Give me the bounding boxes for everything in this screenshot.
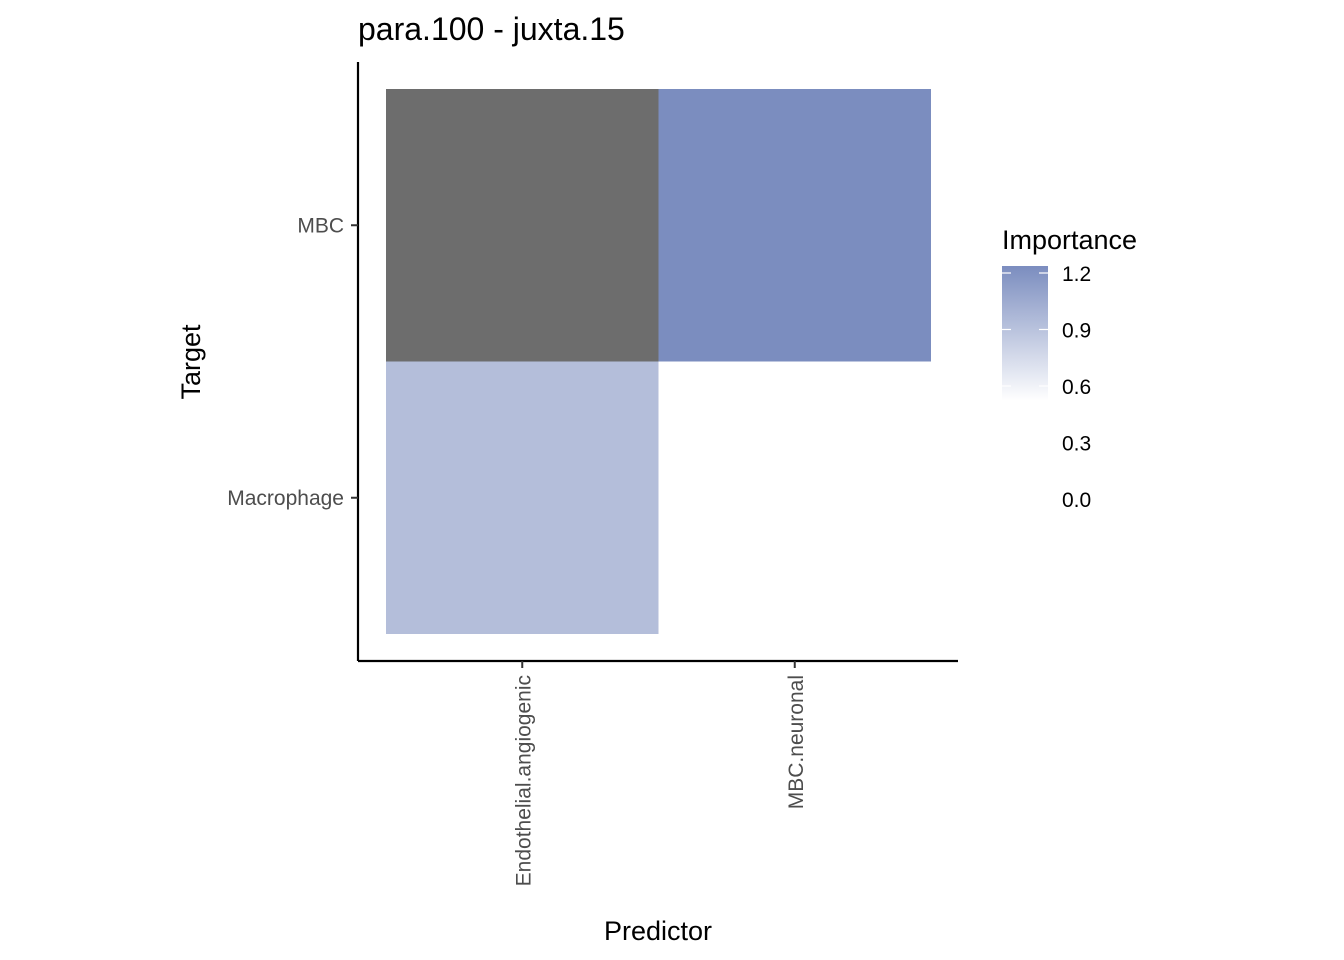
legend: Importance 1.2 0.9 0.6 0.3 0.0	[1002, 225, 1137, 512]
y-axis-ticks: MBC Macrophage	[227, 214, 358, 510]
heatmap-cell	[386, 89, 659, 362]
x-axis-ticks: Endothelial.angiogenic MBC.neuronal	[512, 661, 808, 886]
heatmap-cell	[658, 361, 931, 634]
y-axis-title: Target	[176, 324, 206, 400]
heatmap-cells	[386, 89, 931, 634]
legend-tick-label: 0.9	[1062, 320, 1091, 343]
chart-title: para.100 - juxta.15	[358, 11, 625, 47]
legend-colorbar	[1002, 266, 1048, 401]
legend-tick-label: 0.3	[1062, 433, 1091, 456]
legend-title: Importance	[1002, 225, 1137, 255]
y-tick-label: MBC	[297, 214, 344, 237]
heatmap-cell	[386, 361, 659, 634]
y-tick-label: Macrophage	[227, 487, 344, 510]
heatmap-cell	[658, 89, 931, 362]
x-tick-label: MBC.neuronal	[785, 675, 808, 809]
legend-ticks: 1.2 0.9 0.6 0.3 0.0	[1002, 263, 1091, 512]
legend-tick-label: 0.0	[1062, 489, 1091, 512]
legend-tick-label: 1.2	[1062, 263, 1091, 286]
x-axis-title: Predictor	[604, 916, 712, 946]
x-tick-label: Endothelial.angiogenic	[512, 675, 535, 886]
legend-tick-label: 0.6	[1062, 376, 1091, 399]
